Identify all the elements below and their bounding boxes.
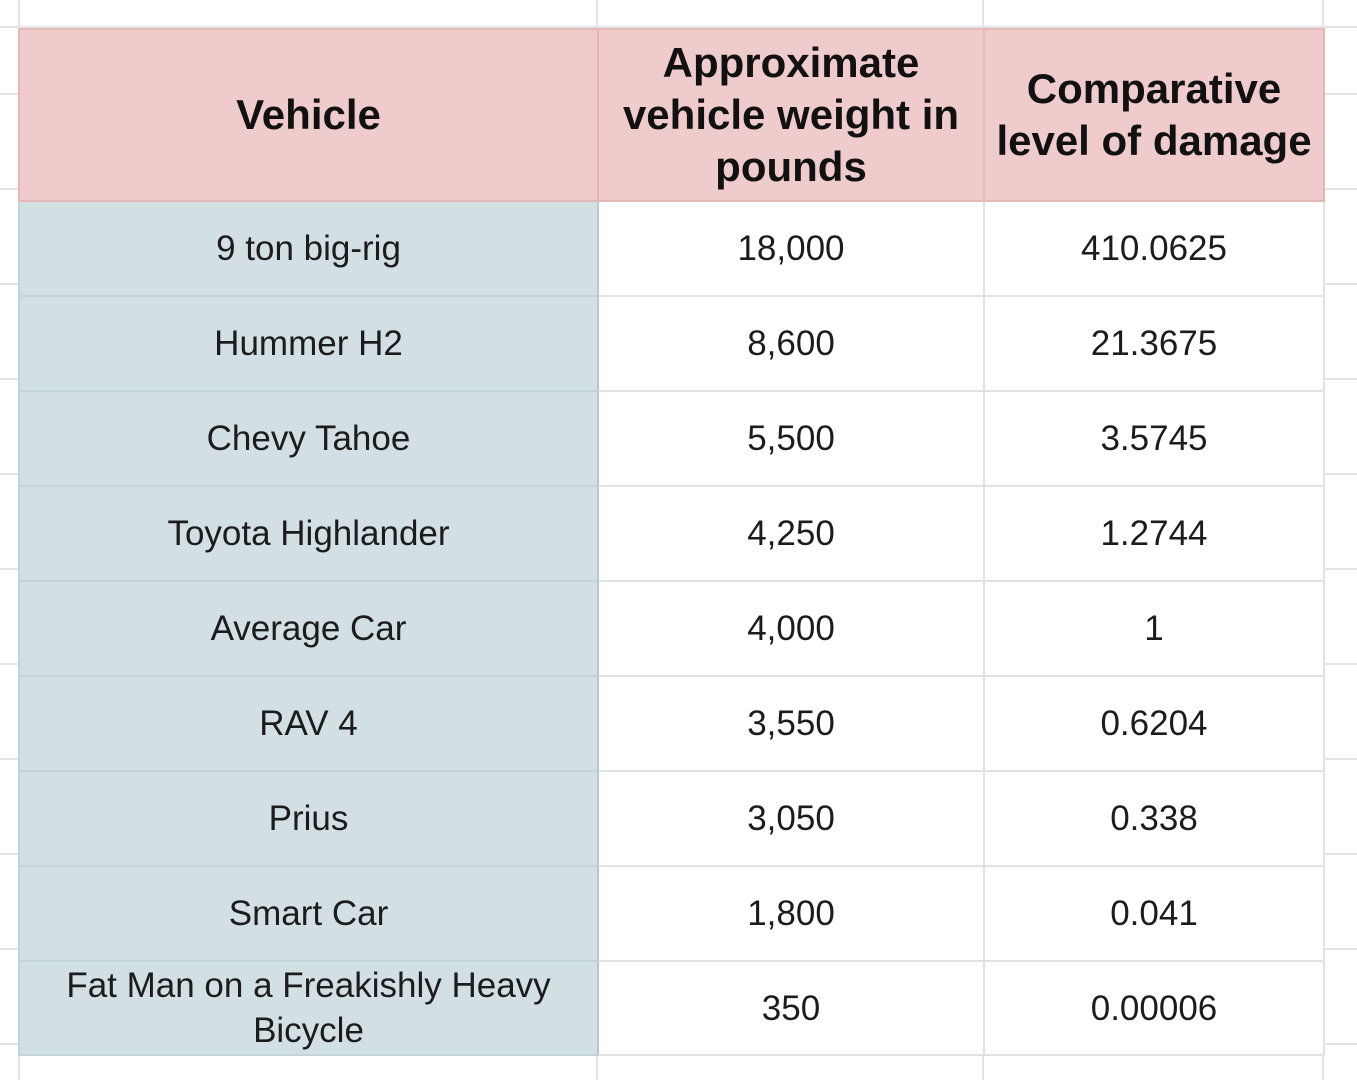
table-row: Toyota Highlander 4,250 1.2744 [18, 485, 1325, 582]
table-row: Smart Car 1,800 0.041 [18, 865, 1325, 962]
table-row: Hummer H2 8,600 21.3675 [18, 295, 1325, 392]
damage-cell[interactable]: 21.3675 [983, 295, 1325, 392]
damage-cell[interactable]: 410.0625 [983, 200, 1325, 297]
table-row: Average Car 4,000 1 [18, 580, 1325, 677]
vehicle-cell[interactable]: Chevy Tahoe [18, 390, 599, 487]
damage-cell[interactable]: 0.338 [983, 770, 1325, 867]
weight-cell[interactable]: 4,250 [597, 485, 985, 582]
weight-cell[interactable]: 18,000 [597, 200, 985, 297]
weight-cell[interactable]: 8,600 [597, 295, 985, 392]
header-row: Vehicle Approximate vehicle weight in po… [18, 28, 1325, 202]
vehicle-damage-table: Vehicle Approximate vehicle weight in po… [18, 28, 1325, 1056]
damage-cell[interactable]: 1.2744 [983, 485, 1325, 582]
vehicle-cell[interactable]: Prius [18, 770, 599, 867]
header-weight[interactable]: Approximate vehicle weight in pounds [597, 28, 985, 202]
damage-cell[interactable]: 3.5745 [983, 390, 1325, 487]
vehicle-cell[interactable]: Hummer H2 [18, 295, 599, 392]
damage-cell[interactable]: 0.6204 [983, 675, 1325, 772]
damage-cell[interactable]: 0.041 [983, 865, 1325, 962]
header-damage[interactable]: Comparative level of damage [983, 28, 1325, 202]
vehicle-cell[interactable]: Average Car [18, 580, 599, 677]
weight-cell[interactable]: 1,800 [597, 865, 985, 962]
weight-cell[interactable]: 5,500 [597, 390, 985, 487]
table-row: Fat Man on a Freakishly Heavy Bicycle 35… [18, 960, 1325, 1056]
weight-cell[interactable]: 350 [597, 960, 985, 1056]
table-row: RAV 4 3,550 0.6204 [18, 675, 1325, 772]
weight-cell[interactable]: 4,000 [597, 580, 985, 677]
header-vehicle[interactable]: Vehicle [18, 28, 599, 202]
table-row: Chevy Tahoe 5,500 3.5745 [18, 390, 1325, 487]
vehicle-cell[interactable]: Smart Car [18, 865, 599, 962]
vehicle-cell[interactable]: Fat Man on a Freakishly Heavy Bicycle [18, 960, 599, 1056]
damage-cell[interactable]: 1 [983, 580, 1325, 677]
table-row: Prius 3,050 0.338 [18, 770, 1325, 867]
table-row: 9 ton big-rig 18,000 410.0625 [18, 200, 1325, 297]
vehicle-cell[interactable]: RAV 4 [18, 675, 599, 772]
gridline [0, 26, 1357, 28]
vehicle-cell[interactable]: Toyota Highlander [18, 485, 599, 582]
damage-cell[interactable]: 0.00006 [983, 960, 1325, 1056]
weight-cell[interactable]: 3,550 [597, 675, 985, 772]
vehicle-cell[interactable]: 9 ton big-rig [18, 200, 599, 297]
weight-cell[interactable]: 3,050 [597, 770, 985, 867]
